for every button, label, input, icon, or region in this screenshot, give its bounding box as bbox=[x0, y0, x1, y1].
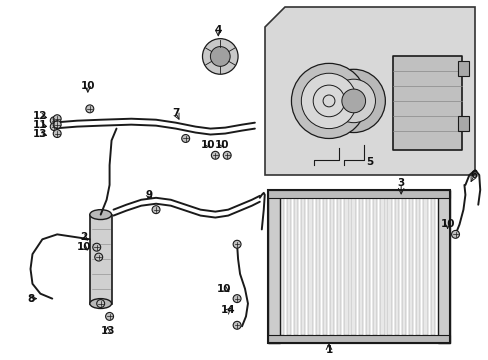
Circle shape bbox=[210, 46, 230, 66]
Bar bbox=[457, 116, 468, 131]
Bar bbox=[301, 198, 305, 335]
Circle shape bbox=[341, 89, 365, 113]
Bar bbox=[267, 190, 448, 343]
Bar bbox=[267, 190, 279, 343]
Bar bbox=[392, 57, 462, 150]
Circle shape bbox=[182, 135, 189, 143]
Circle shape bbox=[312, 85, 344, 117]
Bar bbox=[267, 335, 448, 343]
Bar bbox=[394, 198, 398, 335]
Circle shape bbox=[450, 230, 459, 238]
Bar bbox=[267, 190, 448, 198]
Polygon shape bbox=[264, 7, 474, 175]
Bar bbox=[315, 198, 319, 335]
Circle shape bbox=[305, 77, 352, 125]
Bar bbox=[423, 198, 427, 335]
Bar bbox=[322, 198, 326, 335]
Circle shape bbox=[95, 253, 102, 261]
Bar bbox=[279, 198, 284, 335]
Text: 4: 4 bbox=[214, 25, 222, 35]
Bar bbox=[293, 198, 298, 335]
Bar bbox=[429, 198, 434, 335]
Bar bbox=[90, 215, 111, 303]
Bar bbox=[308, 198, 312, 335]
Text: 6: 6 bbox=[470, 170, 477, 180]
Text: 8: 8 bbox=[27, 294, 34, 303]
Bar bbox=[457, 62, 468, 76]
Ellipse shape bbox=[90, 298, 111, 309]
Text: 10: 10 bbox=[77, 242, 91, 252]
Circle shape bbox=[53, 115, 61, 123]
Bar bbox=[344, 198, 348, 335]
Circle shape bbox=[331, 79, 375, 123]
Text: 10: 10 bbox=[215, 140, 229, 150]
Bar bbox=[329, 198, 333, 335]
Bar bbox=[380, 198, 384, 335]
Circle shape bbox=[322, 69, 385, 132]
Circle shape bbox=[323, 95, 334, 107]
Circle shape bbox=[93, 243, 101, 251]
Bar bbox=[336, 198, 341, 335]
Bar bbox=[372, 198, 377, 335]
Circle shape bbox=[105, 312, 113, 320]
Text: 13: 13 bbox=[33, 129, 47, 139]
Circle shape bbox=[233, 294, 241, 302]
Circle shape bbox=[50, 123, 58, 131]
Text: 13: 13 bbox=[100, 326, 115, 336]
Circle shape bbox=[317, 89, 340, 113]
Circle shape bbox=[53, 121, 61, 129]
Circle shape bbox=[97, 300, 104, 307]
Circle shape bbox=[291, 63, 366, 139]
Text: 10: 10 bbox=[440, 220, 454, 229]
Bar bbox=[415, 198, 420, 335]
Circle shape bbox=[202, 39, 238, 74]
Bar bbox=[286, 198, 290, 335]
Bar bbox=[437, 190, 448, 343]
Bar bbox=[386, 198, 391, 335]
Text: 5: 5 bbox=[365, 157, 372, 167]
Circle shape bbox=[86, 105, 94, 113]
Circle shape bbox=[152, 206, 160, 213]
Bar bbox=[351, 198, 355, 335]
Text: 10: 10 bbox=[201, 140, 215, 150]
Text: 7: 7 bbox=[172, 108, 179, 118]
Bar bbox=[408, 198, 412, 335]
Ellipse shape bbox=[90, 210, 111, 220]
Text: 10: 10 bbox=[217, 284, 231, 294]
Circle shape bbox=[223, 151, 231, 159]
Text: 2: 2 bbox=[80, 232, 87, 242]
Text: 3: 3 bbox=[397, 178, 404, 188]
Circle shape bbox=[53, 130, 61, 138]
Text: 10: 10 bbox=[81, 81, 95, 91]
Text: 11: 11 bbox=[33, 120, 47, 130]
Text: 14: 14 bbox=[221, 306, 235, 315]
Text: 9: 9 bbox=[145, 190, 152, 200]
Circle shape bbox=[211, 151, 219, 159]
Circle shape bbox=[233, 240, 241, 248]
Circle shape bbox=[301, 73, 356, 129]
Text: 1: 1 bbox=[325, 345, 332, 355]
Text: 12: 12 bbox=[33, 111, 47, 121]
Bar bbox=[358, 198, 362, 335]
Circle shape bbox=[50, 117, 58, 125]
Circle shape bbox=[233, 321, 241, 329]
Bar bbox=[401, 198, 405, 335]
Bar bbox=[365, 198, 369, 335]
